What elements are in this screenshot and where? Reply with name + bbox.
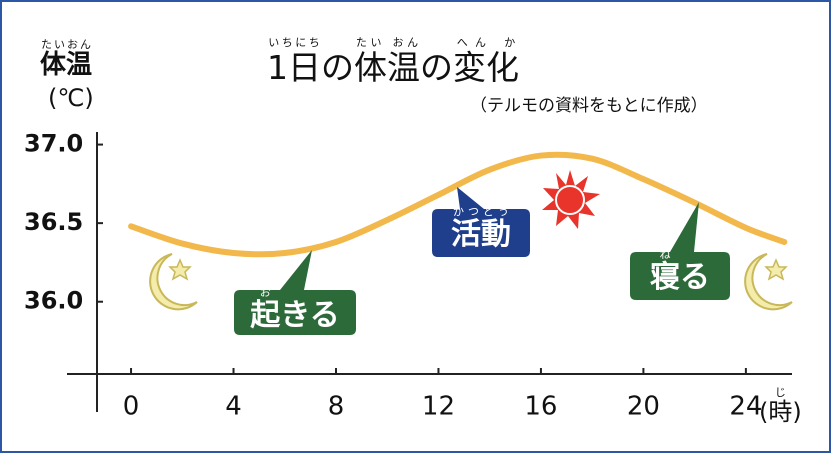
ruby-text: 体温たい おん	[354, 36, 420, 87]
y-tick-label: 36.5	[24, 208, 83, 236]
ruby-text: 活動かつどう	[451, 205, 511, 252]
chart-title: 1日いちにちの体温たい おんの変化へん か	[267, 36, 519, 84]
x-tick-label: 20	[627, 392, 660, 422]
furigana: お	[250, 286, 281, 299]
furigana: かつどう	[451, 205, 511, 218]
base-text: 体温	[40, 50, 93, 80]
y-axis-label: 体温たいおん	[40, 38, 92, 78]
callout-box	[432, 187, 530, 257]
base-text: 寝	[650, 260, 680, 295]
x-tick-label: 16	[524, 392, 557, 422]
x-tick-label: 0	[123, 392, 140, 422]
callout-box	[234, 250, 356, 335]
x-tick-label: 8	[328, 392, 345, 422]
base-text: (時)	[759, 398, 802, 426]
callout-text: 寝ねる	[630, 248, 730, 293]
ruby-text: 寝ね	[650, 248, 680, 295]
x-tick-label: 24	[729, 392, 762, 422]
base-text: 変化	[453, 48, 519, 87]
x-tick-label: 12	[422, 392, 455, 422]
furigana: へん か	[453, 36, 519, 49]
base-text: 活動	[451, 217, 511, 252]
furigana: いちにち	[267, 36, 321, 49]
base-text: 起	[250, 298, 281, 333]
text: の	[420, 48, 453, 87]
x-tick-label: 4	[225, 392, 242, 422]
x-axis-unit: (時)じ	[759, 386, 802, 424]
y-tick-label: 37.0	[24, 130, 83, 158]
moon-right	[744, 253, 793, 311]
text: きる	[280, 298, 340, 333]
ruby-text: 起お	[250, 286, 281, 333]
moon-left	[149, 253, 198, 311]
base-text: 1日	[267, 48, 321, 87]
furigana: ね	[650, 248, 680, 261]
y-tick-label: 36.0	[24, 287, 83, 315]
temperature-line	[128, 151, 788, 258]
furigana: じ	[759, 386, 802, 399]
base-text: 体温	[354, 48, 420, 87]
ruby-text: (時)じ	[759, 386, 802, 426]
ruby-text: 1日いちにち	[267, 36, 321, 87]
sun	[542, 170, 600, 229]
ruby-text: 体温たいおん	[40, 38, 93, 80]
subtitle: （テルモの資料をもとに作成）	[470, 96, 708, 116]
ruby-text: 変化へん か	[453, 36, 519, 87]
text: る	[680, 260, 710, 295]
callout-text: 起おきる	[234, 286, 356, 331]
furigana: たい おん	[354, 36, 420, 49]
y-axis-unit: (℃)	[48, 84, 94, 112]
furigana: たいおん	[40, 38, 93, 51]
callout-text: 活動かつどう	[432, 205, 530, 250]
callout-box	[630, 202, 730, 300]
text: の	[321, 48, 354, 87]
